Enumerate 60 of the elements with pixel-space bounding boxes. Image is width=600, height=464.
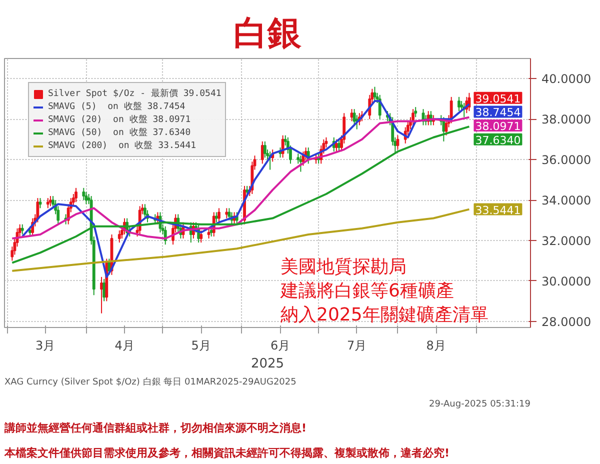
text: XAG Curncy (Silver Spot $/Oz) 白銀 每日 01MAR2025-29AUG2025 bbox=[4, 376, 296, 388]
candlestick bbox=[263, 140, 266, 158]
candlestick bbox=[228, 208, 231, 221]
x-tick-label: 6月 bbox=[270, 338, 290, 352]
candlestick bbox=[82, 187, 86, 201]
annotation: 美國地質探勘局 bbox=[280, 256, 406, 278]
candlestick bbox=[214, 212, 218, 223]
candlestick bbox=[49, 196, 52, 207]
candlestick bbox=[299, 155, 302, 172]
candlestick bbox=[350, 108, 354, 122]
candlestick bbox=[118, 230, 121, 244]
x-tick-label: 7月 bbox=[347, 338, 367, 352]
x-tick-label: 4月 bbox=[114, 338, 134, 352]
data-label: 38.7454 bbox=[475, 106, 521, 120]
legend-label: Silver Spot $/Oz - 最新價 39.0541 bbox=[48, 88, 222, 100]
legend-label: SMAVG (20) on 收盤 38.0971 bbox=[48, 114, 191, 126]
candlestick bbox=[373, 86, 376, 102]
annotation: 建議將白銀等6種礦產 bbox=[280, 280, 454, 302]
y-tick-label: 34.0000 bbox=[542, 194, 592, 208]
annotation: 納入2025年關鍵礦產清單 bbox=[280, 304, 488, 326]
candlestick bbox=[260, 140, 264, 164]
data-label: 37.6340 bbox=[475, 134, 521, 147]
candlestick bbox=[20, 224, 24, 235]
x-axis-title: 2025 bbox=[250, 356, 284, 372]
candlestick bbox=[396, 134, 400, 150]
text: 29-Aug-2025 05:31:19 bbox=[428, 400, 531, 410]
y-tick-label: 40.0000 bbox=[542, 72, 592, 86]
candlestick bbox=[36, 198, 40, 223]
x-tick-label: 5月 bbox=[191, 338, 211, 352]
y-tick-label: 36.0000 bbox=[542, 153, 592, 168]
text: 39.0541 bbox=[475, 92, 521, 106]
x-tick-label: 8月 bbox=[426, 338, 446, 352]
candlestick bbox=[458, 96, 460, 112]
text: 講師並無經營任何通信群組或社群，切勿相信來源不明之消息! bbox=[4, 422, 307, 434]
data-label: 38.0971 bbox=[475, 120, 521, 133]
legend-label: SMAVG (200) on 收盤 33.5441 bbox=[48, 140, 196, 152]
text: 本檔案文件僅供節目需求使用及參考，相關資訊未經許可不得揭露、複製或散佈，違者必究! bbox=[4, 446, 450, 460]
candlestick bbox=[218, 208, 220, 223]
y-tick-label: 28.0000 bbox=[542, 314, 592, 329]
candlestick bbox=[225, 208, 228, 219]
candlestick bbox=[84, 191, 88, 205]
candlestick bbox=[46, 198, 50, 209]
candlestick bbox=[108, 258, 111, 276]
candlestick bbox=[414, 106, 418, 118]
candlestick bbox=[444, 118, 448, 136]
x-tick-label: 3月 bbox=[36, 338, 56, 352]
candlestick bbox=[207, 228, 210, 240]
y-tick-label: 30.0000 bbox=[542, 274, 592, 288]
candlestick bbox=[200, 230, 203, 244]
candlestick bbox=[352, 108, 356, 126]
legend-label: SMAVG (50) on 收盤 37.6340 bbox=[48, 126, 191, 139]
line-series bbox=[11, 116, 470, 240]
candlestick bbox=[74, 187, 78, 203]
y-tick-label: 32.0000 bbox=[542, 234, 592, 248]
candlestick bbox=[143, 204, 146, 219]
y-tick-label: 38.0000 bbox=[542, 112, 592, 127]
candlestick bbox=[38, 198, 42, 209]
chart-title: 白銀 bbox=[234, 14, 302, 54]
legend-label: SMAVG (5) on 收盤 38.7454 bbox=[48, 100, 186, 113]
data-label: 33.5441 bbox=[475, 204, 521, 217]
